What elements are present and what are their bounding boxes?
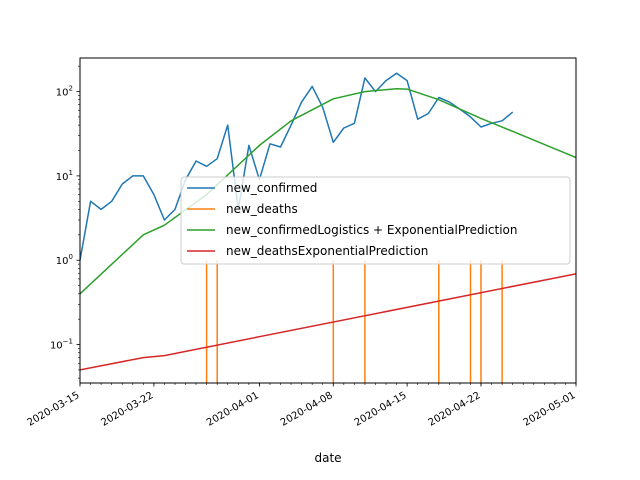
series-line-new-deaths bbox=[205, 260, 503, 383]
x-axis: 2020-03-15 2020-03-22 2020-04-01 2020-04-08… bbox=[26, 383, 578, 429]
series-line-new-confirmed bbox=[80, 72, 514, 261]
x-tick-label: 2020-04-08 bbox=[279, 390, 335, 429]
x-tick-label: 2020-04-15 bbox=[353, 390, 409, 429]
x-tick-label: 2020-03-22 bbox=[100, 390, 156, 429]
series-lines bbox=[80, 72, 576, 383]
y-tick-label: 100 bbox=[56, 253, 73, 267]
legend-label: new_confirmed bbox=[226, 181, 317, 195]
series-line-new-confirmedlogistics-exponentialprediction bbox=[80, 87, 576, 295]
legend-box bbox=[180, 176, 571, 265]
y-tick-label: 101 bbox=[56, 169, 73, 183]
y-axis: 10−1 100 101 102 bbox=[50, 65, 80, 379]
axes-frame bbox=[79, 57, 577, 384]
x-axis-label: date bbox=[314, 451, 341, 465]
y-tick-label: 102 bbox=[56, 85, 73, 99]
legend-label: new_deaths bbox=[226, 202, 298, 216]
x-tick-label: 2020-04-01 bbox=[205, 390, 261, 429]
legend-label: new_confirmedLogistics + ExponentialPred… bbox=[226, 223, 518, 237]
x-tick-label: 2020-05-01 bbox=[522, 390, 578, 429]
series-line-new-deathsexponentialprediction bbox=[80, 273, 576, 371]
y-tick-label: 10−1 bbox=[50, 338, 73, 352]
x-tick-label: 2020-04-22 bbox=[427, 390, 483, 429]
legend: new_confirmed new_deaths new_confirmedLogi… bbox=[180, 176, 571, 265]
plot-area bbox=[79, 57, 577, 384]
x-tick-label: 2020-03-15 bbox=[26, 390, 82, 429]
legend-label: new_deathsExponentialPrediction bbox=[226, 244, 428, 258]
